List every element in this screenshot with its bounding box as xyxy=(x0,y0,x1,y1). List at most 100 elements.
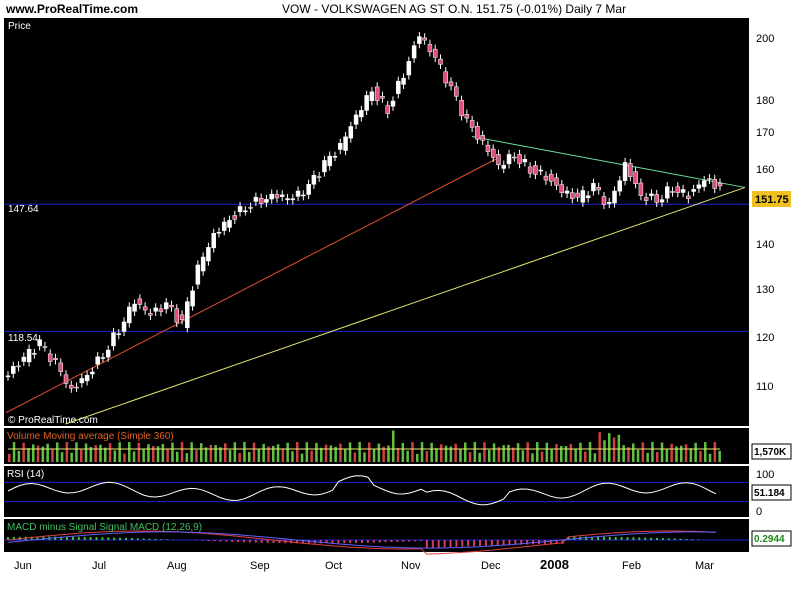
candle-body xyxy=(364,95,369,111)
last-price-tag xyxy=(752,191,791,207)
site-url[interactable]: www.ProRealTime.com xyxy=(6,2,139,16)
candle-body xyxy=(427,44,433,53)
volume-last-value: 1,570K xyxy=(754,447,787,458)
volume-bar xyxy=(579,442,582,462)
volume-bar xyxy=(152,445,155,462)
volume-bar xyxy=(540,451,544,462)
volume-bar xyxy=(334,446,337,462)
x-tick-label: Feb xyxy=(622,560,641,572)
volume-bar xyxy=(603,440,606,462)
candle-body xyxy=(496,154,501,166)
macd-histogram-bar xyxy=(60,536,63,540)
volume-bar xyxy=(36,445,40,462)
candle-body xyxy=(485,144,491,152)
macd-histogram-bar xyxy=(585,536,588,540)
volume-bar xyxy=(574,448,577,462)
candle-body xyxy=(654,194,659,203)
volume-bar xyxy=(276,444,280,462)
x-tick-label: Dec xyxy=(481,560,501,572)
candle-body xyxy=(612,190,617,204)
candle-body xyxy=(90,371,95,375)
macd-histogram-bar xyxy=(425,540,428,549)
candle-body xyxy=(675,186,681,193)
volume-bar xyxy=(224,443,227,462)
volume-bar xyxy=(132,451,136,462)
macd-line xyxy=(7,530,717,555)
macd-histogram-bar xyxy=(95,537,98,540)
candle-body xyxy=(432,48,438,58)
volume-bar xyxy=(195,450,198,462)
volume-bar xyxy=(204,447,208,462)
candle-body xyxy=(79,378,85,384)
y-tick-label: 140 xyxy=(756,239,774,251)
rsi-title: RSI (14) xyxy=(7,469,44,480)
volume-bar xyxy=(521,450,525,462)
volume-bar xyxy=(598,432,601,462)
macd-histogram-bar xyxy=(685,538,688,540)
candle-body xyxy=(185,301,190,328)
candle-body xyxy=(84,375,90,382)
volume-bar xyxy=(233,442,237,462)
volume-bar xyxy=(320,447,323,462)
volume-bar xyxy=(363,452,366,462)
volume-bar xyxy=(684,444,688,462)
rsi-panel[interactable] xyxy=(4,466,749,517)
candle-body xyxy=(280,194,285,197)
macd-histogram-bar xyxy=(602,536,605,540)
rsi-layer xyxy=(4,475,749,506)
volume-bar xyxy=(382,446,385,462)
volume-bar xyxy=(392,430,395,462)
volume-bar xyxy=(315,443,318,462)
candle-body xyxy=(221,221,227,231)
macd-histogram-bar xyxy=(107,537,110,540)
macd-histogram-bar xyxy=(508,540,511,545)
volume-bar xyxy=(675,446,678,462)
macd-histogram-bar xyxy=(125,537,127,540)
volume-bar xyxy=(444,445,448,462)
candle-body xyxy=(169,305,174,308)
candle-body xyxy=(338,143,343,150)
macd-histogram-bar xyxy=(136,538,139,540)
x-tick-label: Aug xyxy=(167,560,187,572)
candle-body xyxy=(712,179,717,189)
macd-histogram-bar xyxy=(455,540,458,547)
candle-body xyxy=(63,374,69,384)
macd-histogram-bar xyxy=(520,540,523,545)
candle-body xyxy=(116,333,122,335)
candle-body xyxy=(353,114,359,125)
volume-bar xyxy=(180,442,184,462)
rsi-line xyxy=(7,475,717,506)
candle-body xyxy=(538,169,543,172)
candle-body xyxy=(5,375,11,378)
volume-bar xyxy=(190,442,193,462)
volume-bar xyxy=(22,442,25,462)
candle-body xyxy=(585,195,591,199)
volume-bar xyxy=(94,445,97,462)
volume-bar xyxy=(108,443,112,462)
candle-body xyxy=(554,177,559,186)
candle-body xyxy=(58,362,63,372)
level-label-lower: 118.54 xyxy=(8,333,38,344)
candle-body xyxy=(517,154,522,164)
macd-histogram-bar xyxy=(626,537,629,540)
volume-bar xyxy=(656,452,659,462)
volume-bar xyxy=(296,442,299,462)
volume-bar xyxy=(147,444,150,462)
candle-body xyxy=(459,99,464,117)
volume-bar xyxy=(243,442,246,462)
volume-bar xyxy=(718,450,721,462)
macd-histogram-bar xyxy=(555,540,558,544)
macd-histogram-bar xyxy=(254,540,257,543)
volume-bar xyxy=(641,442,645,462)
volume-bar xyxy=(267,446,270,462)
macd-histogram-bar xyxy=(366,540,369,543)
candle-body xyxy=(243,210,248,213)
macd-histogram-bar xyxy=(113,537,116,540)
price-panel[interactable] xyxy=(4,18,749,426)
volume-bar xyxy=(636,449,640,462)
last-price-value: 151.75 xyxy=(755,194,789,206)
candle-body xyxy=(680,189,686,193)
volume-bar xyxy=(65,442,69,462)
volume-bar xyxy=(300,453,304,462)
macd-histogram-bar xyxy=(378,540,381,543)
